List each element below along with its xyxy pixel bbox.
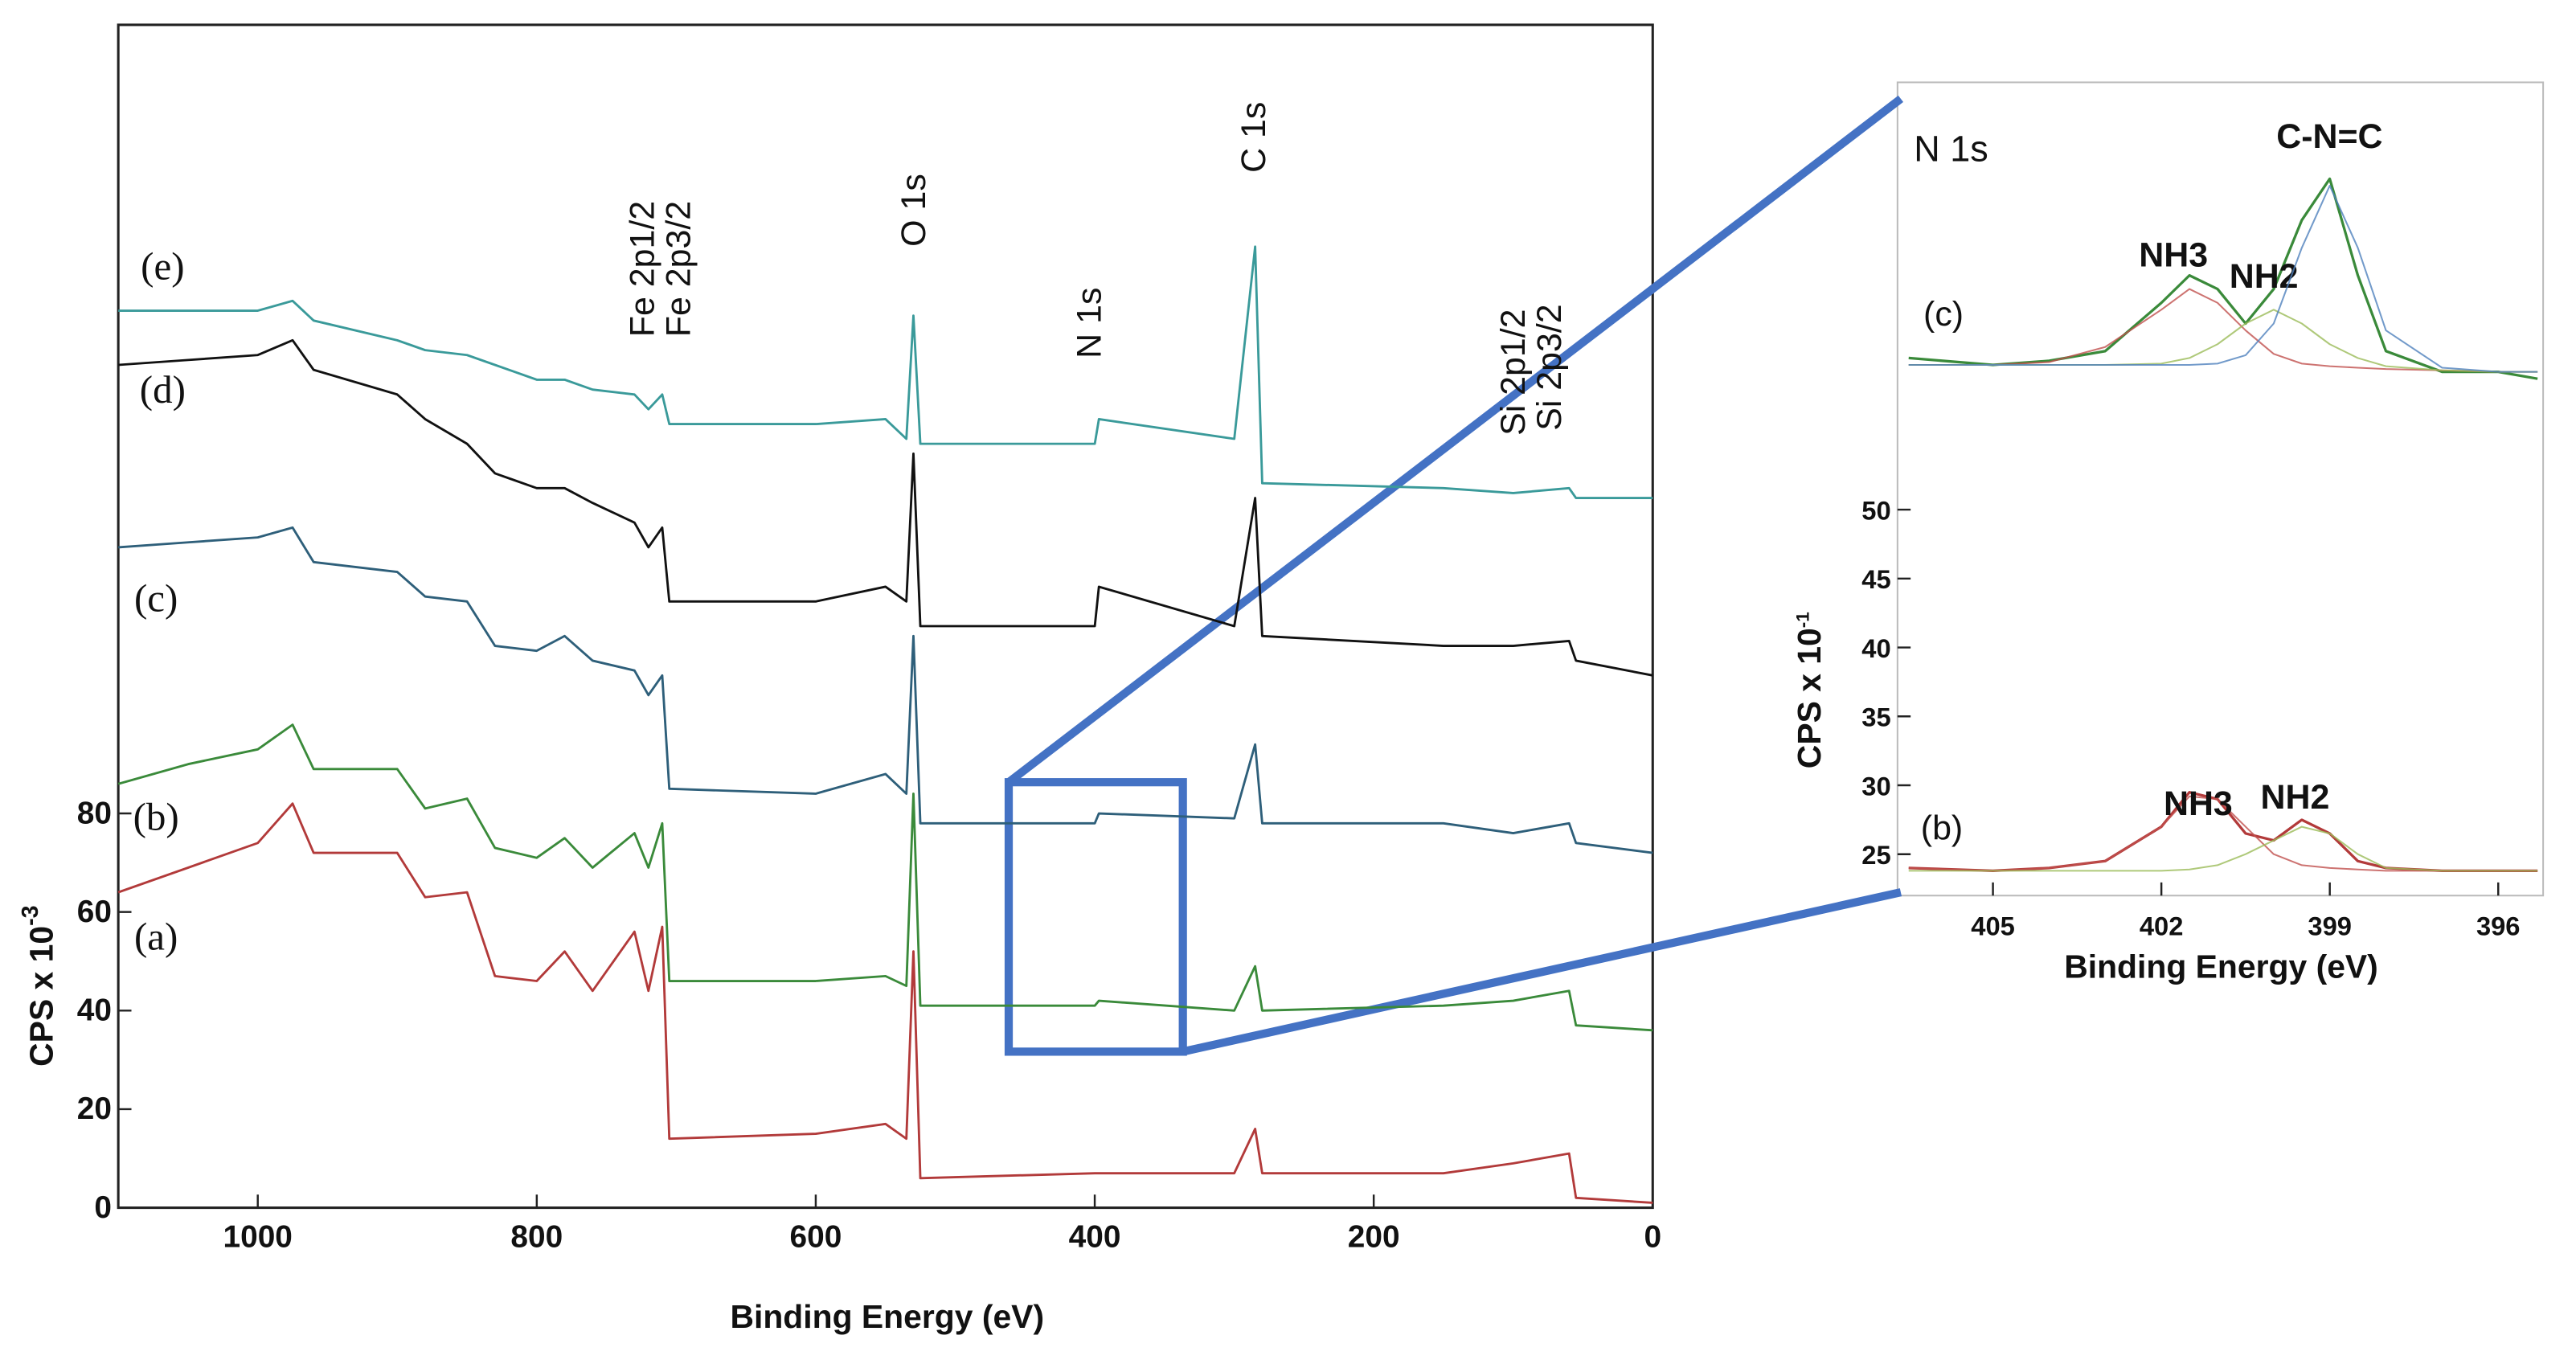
y-axis-label-base: CPS x 10 — [23, 926, 59, 1067]
x-tick-label: 399 — [2308, 911, 2352, 940]
spectrum — [117, 723, 1653, 1032]
peak-annotation: Si 2p3/2 — [1530, 304, 1569, 430]
y-tick-label: 0 — [94, 1190, 112, 1225]
x-tick-label: 1000 — [223, 1220, 293, 1255]
spectrum — [117, 802, 1653, 1204]
y-tick-label: 40 — [1861, 633, 1890, 663]
inset-frame — [1896, 81, 2545, 897]
spectrum — [1908, 177, 2538, 380]
x-axis-label: Binding Energy (eV) — [730, 1298, 1044, 1335]
x-tick-label: 600 — [790, 1220, 842, 1255]
peak-annotation: O 1s — [895, 174, 933, 247]
series-label: NH3 — [2139, 236, 2208, 274]
fit-component — [1908, 825, 2538, 872]
inset-x-axis-label: Binding Energy (eV) — [2064, 948, 2378, 985]
series-label: (c) — [134, 576, 178, 621]
peak-annotation: C 1s — [1235, 102, 1273, 173]
y-tick-label: 20 — [77, 1092, 112, 1126]
peak-annotation: N 1s — [1070, 288, 1108, 358]
y-tick-label: 80 — [77, 796, 112, 830]
fit-component — [1908, 184, 2538, 373]
zoom-box — [1004, 778, 1187, 1056]
y-axis-label: CPS x 10-3 — [18, 905, 59, 1066]
inset-y-axis-label-base: CPS x 10 — [1791, 628, 1828, 768]
zoom-line — [1182, 888, 1902, 1056]
peak-annotation: Fe 2p1/2 — [624, 201, 662, 337]
peak-annotation: Si 2p1/2 — [1494, 309, 1533, 435]
spectrum — [118, 338, 1653, 677]
x-tick-label: 0 — [1644, 1220, 1661, 1255]
spectrum — [118, 526, 1653, 854]
x-tick-label: 200 — [1348, 1220, 1400, 1255]
series-label: NH2 — [2261, 778, 2330, 817]
peak-annotation: Fe 2p3/2 — [659, 201, 698, 337]
series-label: (c) — [1923, 295, 1964, 334]
y-tick-label: 25 — [1861, 840, 1890, 870]
main-frame — [117, 23, 1654, 1210]
y-tick-label: 60 — [77, 895, 112, 929]
series-label: (a) — [134, 915, 178, 959]
x-tick-label: 800 — [510, 1220, 563, 1255]
x-tick-label: 405 — [1971, 911, 2015, 940]
series-label: (e) — [141, 244, 184, 289]
fit-component — [1908, 795, 2538, 872]
series-label: NH2 — [2230, 257, 2299, 296]
series-label: (b) — [133, 794, 179, 838]
series-label: NH3 — [2164, 784, 2233, 823]
y-tick-label: 45 — [1861, 564, 1890, 594]
inset-y-axis-label: CPS x 10-1 — [1791, 612, 1828, 768]
spectrum — [118, 245, 1653, 500]
y-tick-label: 35 — [1861, 702, 1890, 732]
x-tick-label: 400 — [1069, 1220, 1121, 1255]
series-label: (b) — [1921, 809, 1963, 848]
y-axis-label-exponent: -3 — [18, 905, 43, 925]
series-label: C-N=C — [2276, 117, 2382, 156]
y-tick-label: 50 — [1861, 495, 1890, 525]
series-label: (d) — [140, 367, 186, 412]
y-tick-label: 40 — [77, 993, 112, 1028]
inset-title: N 1s — [1914, 129, 1988, 170]
fit-component — [1908, 288, 2538, 373]
inset-y-axis-label-exponent: -1 — [1792, 612, 1812, 628]
x-tick-label: 402 — [2140, 911, 2184, 940]
zoom-line — [1005, 95, 1904, 786]
x-tick-label: 396 — [2476, 911, 2521, 940]
y-tick-label: 30 — [1861, 771, 1890, 801]
